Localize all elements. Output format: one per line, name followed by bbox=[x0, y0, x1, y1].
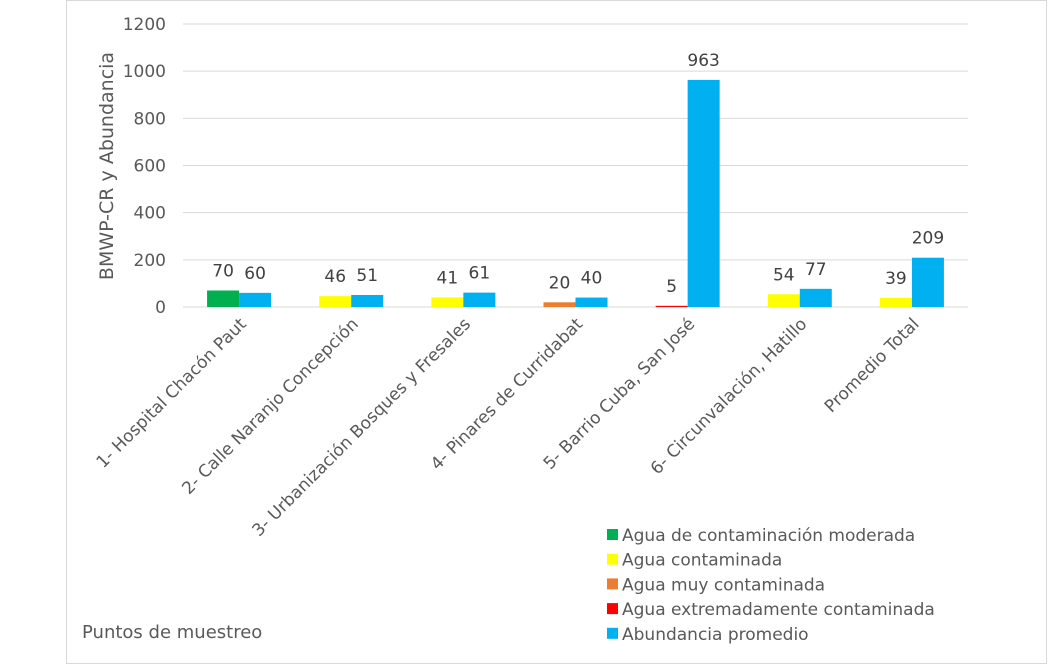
legend-label: Agua muy contaminada bbox=[622, 575, 825, 595]
bar-bmwp bbox=[879, 297, 912, 307]
legend-label: Abundancia promedio bbox=[622, 625, 809, 645]
y-tick-label: 800 bbox=[134, 109, 166, 129]
data-label-bmwp: 5 bbox=[666, 277, 677, 297]
data-label-abundance: 963 bbox=[687, 51, 719, 71]
bar-abundance bbox=[687, 79, 720, 307]
bar-bmwp bbox=[543, 302, 576, 307]
data-label-bmwp: 20 bbox=[549, 273, 571, 293]
y-tick-label: 1000 bbox=[123, 62, 166, 82]
legend-swatch bbox=[607, 553, 618, 565]
bar-abundance bbox=[239, 292, 272, 307]
x-axis-label: Puntos de muestreo bbox=[82, 622, 262, 643]
bar-abundance bbox=[911, 257, 944, 307]
legend-label: Agua de contaminación moderada bbox=[622, 526, 915, 546]
y-tick-label: 400 bbox=[134, 204, 166, 224]
y-tick-label: 200 bbox=[134, 251, 166, 271]
y-tick-label: 1200 bbox=[123, 15, 166, 35]
bar-abundance bbox=[463, 292, 496, 307]
data-label-bmwp: 70 bbox=[212, 261, 234, 281]
bar-abundance bbox=[575, 297, 608, 307]
legend-swatch bbox=[607, 627, 618, 639]
bar-abundance bbox=[799, 288, 832, 307]
data-label-abundance: 77 bbox=[805, 260, 827, 280]
data-label-abundance: 40 bbox=[581, 269, 603, 289]
bar-bmwp bbox=[431, 297, 464, 307]
legend-swatch bbox=[607, 529, 618, 540]
data-label-bmwp: 54 bbox=[773, 265, 795, 285]
data-label-abundance: 60 bbox=[244, 264, 266, 284]
y-tick-label: 0 bbox=[155, 298, 166, 318]
bar-bmwp bbox=[655, 305, 688, 307]
y-axis-label: BMWP-CR y Abundancia bbox=[96, 52, 118, 280]
legend-swatch bbox=[607, 603, 618, 615]
data-label-abundance: 209 bbox=[912, 229, 944, 249]
data-label-bmwp: 39 bbox=[885, 269, 907, 289]
y-tick-label: 600 bbox=[134, 157, 166, 177]
data-label-abundance: 51 bbox=[356, 266, 378, 286]
bar-bmwp bbox=[767, 294, 800, 307]
data-label-bmwp: 41 bbox=[437, 268, 459, 288]
data-label-abundance: 61 bbox=[469, 264, 491, 284]
bar-bmwp bbox=[319, 296, 352, 307]
legend-label: Agua contaminada bbox=[622, 551, 782, 571]
bar-abundance bbox=[351, 294, 384, 307]
legend-label: Agua extremadamente contaminada bbox=[622, 600, 935, 620]
bar-bmwp bbox=[207, 290, 240, 307]
legend-swatch bbox=[607, 578, 618, 590]
chart-border bbox=[66, 0, 1047, 664]
data-label-bmwp: 46 bbox=[324, 267, 346, 287]
